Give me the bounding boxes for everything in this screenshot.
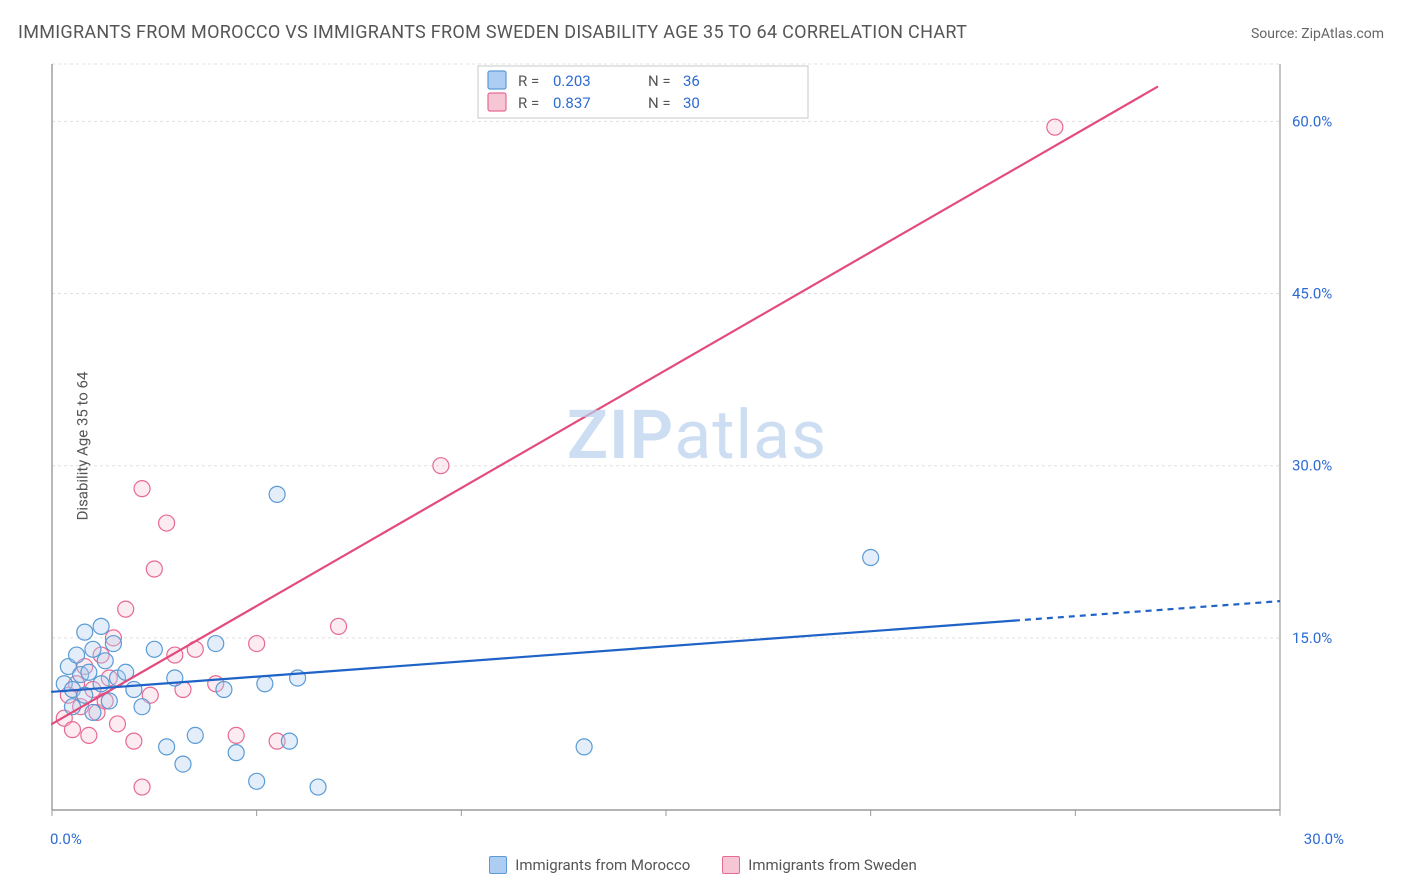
x-axis-min-label: 0.0%	[50, 830, 82, 848]
source-attribution: Source: ZipAtlas.com	[1251, 26, 1384, 42]
bottom-legend: Immigrants from Morocco Immigrants from …	[0, 856, 1406, 874]
svg-text:R =: R =	[518, 72, 539, 90]
svg-text:0.837: 0.837	[553, 94, 591, 112]
svg-text:30.0%: 30.0%	[1292, 457, 1332, 475]
legend-swatch-sweden	[722, 856, 740, 874]
svg-text:0.203: 0.203	[553, 72, 591, 90]
svg-text:N =: N =	[648, 72, 671, 90]
legend-item-sweden: Immigrants from Sweden	[722, 856, 916, 874]
correlation-chart: 15.0% 30.0% 45.0% 60.0% R = 0.203 N = 36 R = 0.83…	[48, 60, 1346, 842]
svg-text:60.0%: 60.0%	[1292, 112, 1332, 130]
chart-title: IMMIGRANTS FROM MOROCCO VS IMMIGRANTS FR…	[18, 22, 967, 43]
svg-text:N =: N =	[648, 94, 671, 112]
svg-text:R =: R =	[518, 94, 539, 112]
svg-text:15.0%: 15.0%	[1292, 629, 1332, 647]
plot-area: 15.0% 30.0% 45.0% 60.0% R = 0.203 N = 36 R = 0.83…	[48, 60, 1346, 842]
svg-text:45.0%: 45.0%	[1292, 285, 1332, 303]
legend-swatch-morocco	[489, 856, 507, 874]
legend-label-morocco: Immigrants from Morocco	[515, 856, 690, 874]
legend-item-morocco: Immigrants from Morocco	[489, 856, 690, 874]
svg-text:36: 36	[683, 72, 700, 90]
legend-label-sweden: Immigrants from Sweden	[748, 856, 916, 874]
svg-text:30: 30	[683, 94, 700, 112]
x-axis-max-label: 30.0%	[1304, 830, 1344, 848]
